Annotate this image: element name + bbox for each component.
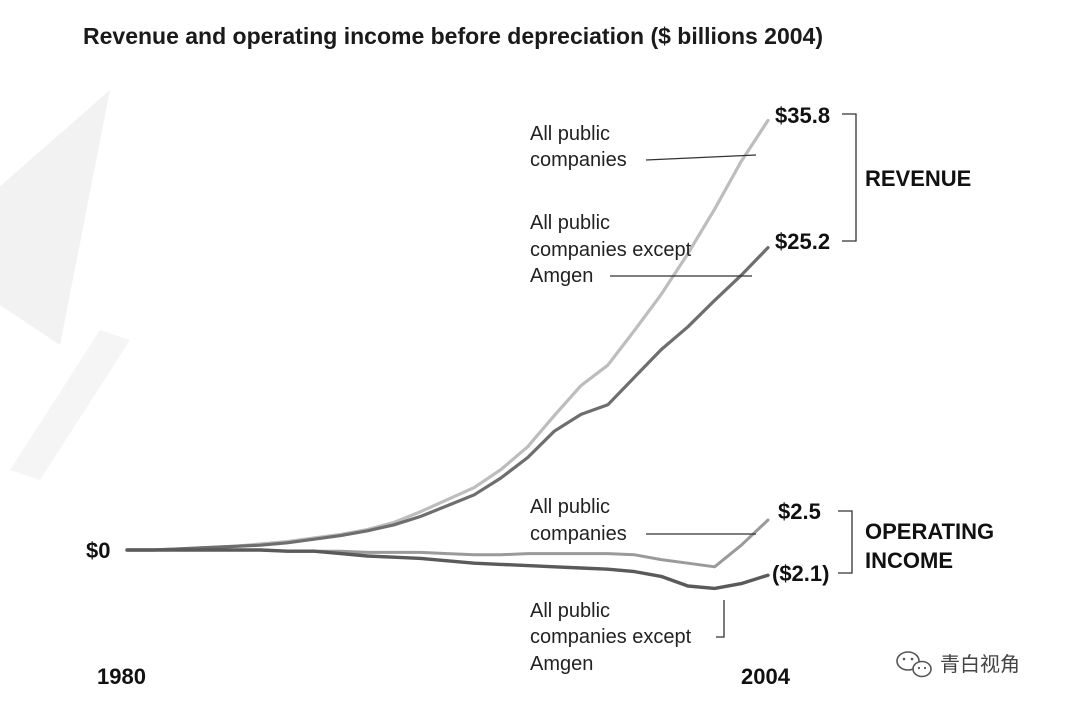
rev-all-label-line-1: All public	[530, 123, 610, 145]
oi-ex-annotation: All public companies except Amgen	[530, 600, 725, 675]
rev-ex-annotation: All public companies except Amgen	[530, 212, 752, 287]
series-line-rev-ex	[125, 246, 770, 552]
oi-all-end-label: $2.5	[778, 499, 821, 524]
rev-all-end-label: $35.8	[775, 103, 830, 128]
watermark-text: 青白视角	[940, 653, 1020, 676]
background-watermark-shape	[0, 90, 130, 480]
operating-income-group-label-line-1: OPERATING	[865, 519, 994, 544]
x-tick-label-start: 1980	[97, 664, 146, 689]
rev-ex-label-line-1: All public	[530, 212, 610, 234]
oi-ex-label-line-2: companies except	[530, 626, 692, 648]
rev-ex-end-label: $25.2	[775, 229, 830, 254]
revenue-bracket	[842, 113, 857, 242]
wechat-icon	[896, 651, 932, 678]
rev-all-annotation: All public companies	[530, 123, 757, 171]
oi-ex-label-line-3: Amgen	[530, 653, 593, 675]
oi-all-label-line-2: companies	[530, 523, 627, 545]
oi-ex-label-line-1: All public	[530, 600, 610, 622]
oi-ex-leader-line	[716, 600, 725, 638]
oi-all-annotation: All public companies	[530, 496, 756, 545]
series-layer	[125, 118, 770, 591]
rev-ex-label-line-3: Amgen	[530, 265, 593, 287]
rev-ex-label-line-2: companies except	[530, 239, 692, 261]
revenue-group-label: REVENUE	[865, 166, 971, 191]
series-line-rev-all	[125, 118, 770, 552]
operating-income-group-label-line-2: INCOME	[865, 548, 953, 573]
x-tick-label-end: 2004	[741, 664, 791, 689]
rev-all-leader-line	[645, 154, 757, 161]
watermark: 青白视角	[896, 651, 1020, 678]
zero-label: $0	[86, 538, 110, 563]
chart-title: Revenue and operating income before depr…	[83, 23, 823, 49]
series-line-oi-ex	[125, 548, 770, 591]
rev-all-label-line-2: companies	[530, 149, 627, 171]
operating-income-bracket	[838, 510, 853, 574]
oi-all-label-line-1: All public	[530, 496, 610, 518]
oi-ex-end-label: ($2.1)	[772, 561, 829, 586]
